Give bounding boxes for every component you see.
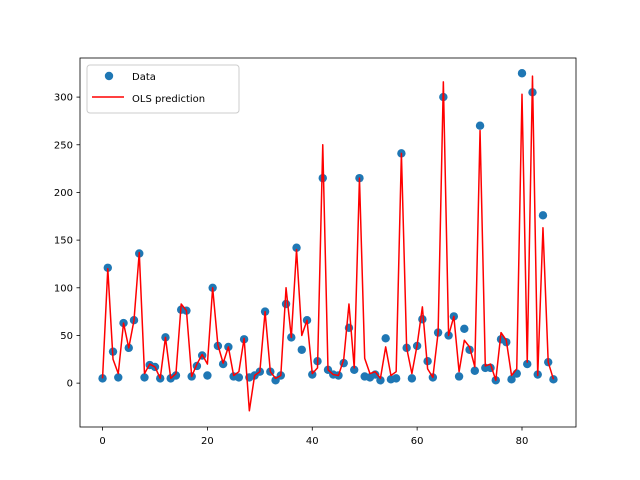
x-tick-label: 60 [411,436,424,447]
x-tick-label: 0 [99,436,105,447]
data-point [517,69,527,78]
data-point [538,211,548,220]
data-point [454,372,464,381]
data-point [507,375,516,384]
x-axis: 0 20 40 60 80 [99,427,528,447]
y-tick-label: 250 [54,140,73,151]
y-tick-label: 200 [54,188,73,199]
y-tick-label: 100 [54,283,73,294]
data-point [297,345,306,354]
data-point [350,365,359,374]
legend-marker-data [104,71,114,81]
data-point [308,370,317,379]
x-tick-label: 20 [201,436,214,447]
data-point [114,373,123,382]
legend-label-prediction: OLS prediction [132,94,205,105]
data-point [318,173,327,183]
data-point [418,315,427,324]
data-point [391,374,401,383]
y-axis: 0 50 100 150 200 250 300 [54,93,80,390]
data-marks [98,69,558,412]
data-point [376,376,385,385]
data-point [292,243,301,252]
data-point [234,373,244,382]
y-tick-label: 0 [67,379,73,390]
data-point [460,324,469,333]
data-point [281,299,291,309]
x-tick-label: 80 [516,436,529,447]
legend-label-data: Data [132,72,156,83]
x-tick-label: 40 [306,436,319,447]
axes-frame [79,57,577,428]
data-point [470,366,480,375]
legend: Data OLS prediction [86,64,240,114]
data-point [171,371,181,380]
data-point [407,374,417,383]
y-tick-label: 50 [60,331,73,342]
data-point [475,121,485,130]
data-point [203,371,212,380]
data-point [140,373,149,382]
data-point [103,263,112,272]
legend-box [86,64,240,114]
data-point [218,359,228,369]
ols-prediction-line [101,75,555,412]
data-point [523,359,532,369]
y-tick-label: 150 [54,236,73,247]
y-tick-label: 300 [54,93,73,104]
data-point [381,334,390,343]
